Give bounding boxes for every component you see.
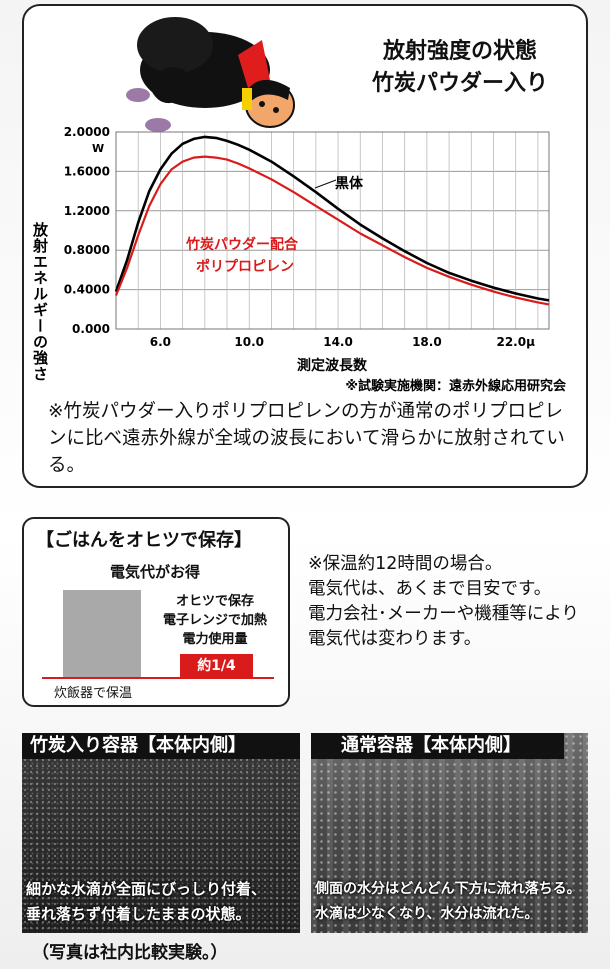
savings-note-line1: ※保温約12時間の場合。 [308,554,503,574]
bar-ohitsu-desc-line1: オヒツで保存 [175,594,254,609]
x-tick-label: 10.0 [234,335,264,349]
series-line-bamboo [114,155,550,306]
bar-baseline [42,677,274,679]
photo-normal-caption: 側面の水分はどんどん下方に流れ落ちる。 水滴は少なくなり、水分は流れた。 [315,877,581,927]
annotation-pointer [314,179,337,189]
plot-frame [115,131,550,330]
bar-ohitsu-desc-line2: 電子レンジで加熱 [162,613,267,628]
photo-bamboo-title: 竹炭入り容器【本体内側】 [22,733,300,759]
x-tick-label: 6.0 [150,335,171,349]
bar-ohitsu-desc: オヒツで保存 電子レンジで加熱 電力使用量 [150,592,280,649]
x-tick-label: 18.0 [412,335,442,349]
y-tick-label: 0.4000 [64,283,110,297]
x-axis-label: 測定波長数 [297,357,368,374]
y-tick-label: 1.6000 [64,164,110,178]
savings-note: ※保温約12時間の場合。 電気代は、あくまで目安です。 電力会社･メーカーや機種… [308,552,608,652]
photo-bamboo-caption-line2: 垂れ落ちず付着したままの状態。 [26,905,251,923]
y-tick-label: 2.0000 [64,125,110,139]
chart-source: ※試験実施機関：遠赤外線応用研究会 [345,378,567,394]
bar-ohitsu-value: 約1/4 [197,658,236,674]
y-tick-label: 0.000 [72,322,110,336]
photo-normal-title: 通常容器【本体内側】 [311,733,564,759]
mascot-illustration [126,17,295,132]
chart-title-line2: 竹炭パウダー入り [371,71,548,96]
chart-title: 放射強度の状態 竹炭パウダー入り [355,36,565,100]
savings-note-line2: 電気代は、あくまで目安です。 [308,579,552,599]
bar-ohitsu [180,654,253,677]
plot-area: 0.000 0.4000 0.8000 1.2000 1.6000 2.0000 6.0 10… [64,125,550,349]
y-axis-label: 放射エネルギーの強さ [31,221,49,382]
photo-normal-caption-line1: 側面の水分はどんどん下方に流れ落ちる。 [315,881,581,897]
bar-ohitsu-desc-line3: 電力使用量 [182,632,248,647]
annotation-blackbody: 黒体 [335,175,364,192]
annotation-bamboo-line2: ポリプロピレン [196,258,294,275]
y-tick-label: 1.2000 [64,204,110,218]
series-line-blackbody [114,135,550,302]
x-tick-label: 14.0 [323,335,353,349]
photo-bamboo-caption: 細かな水滴が全面にびっしり付着、 垂れ落ちず付着したままの状態。 [26,877,266,927]
savings-subtitle: 電気代がお得 [109,563,200,581]
savings-title: 【ごはんをオヒツで保存】 [36,530,252,551]
bar-rice-cooker [63,590,141,677]
photo-footer-note: （写真は社内比較実験。） [32,943,228,963]
y-unit-label: W [92,142,104,155]
savings-note-line3: 電力会社･メーカーや機種等により [308,604,579,624]
chart-note: ※竹炭パウダー入りポリプロピレンの方が通常のポリプロピレンに比べ遠赤外線が全域の… [48,401,565,476]
photo-normal-container: 通常容器【本体内側】 側面の水分はどんどん下方に流れ落ちる。 水滴は少なくなり、… [311,733,588,933]
savings-note-line4: 電気代は変わります。 [308,629,482,649]
photo-bamboo-container: 竹炭入り容器【本体内側】 細かな水滴が全面にびっしり付着、 垂れ落ちず付着したま… [22,733,300,933]
y-tick-label: 0.8000 [64,243,110,257]
chart-title-line1: 放射強度の状態 [382,39,537,64]
annotation-bamboo-line1: 竹炭パウダー配合 [185,236,299,253]
photo-bamboo-caption-line1: 細かな水滴が全面にびっしり付着、 [26,880,267,898]
radiation-chart: 0.000 0.4000 0.8000 1.2000 1.6000 2.0000 6.0 10… [31,17,567,394]
photo-normal-caption-line2: 水滴は少なくなり、水分は流れた。 [315,906,539,922]
x-tick-label: 22.0μ [496,335,535,349]
bar-rice-cooker-label: 炊飯器で保温 [54,686,133,701]
